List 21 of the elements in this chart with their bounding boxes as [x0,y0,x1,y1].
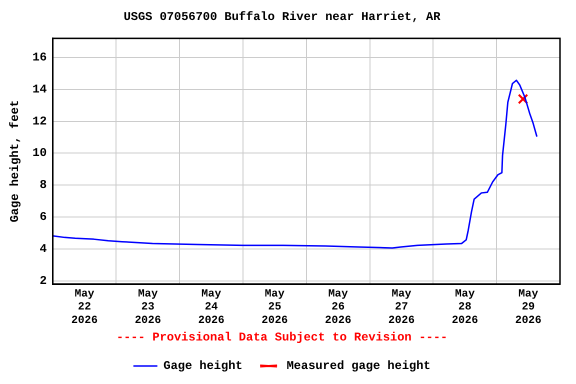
y-tick-label: 12 [32,114,47,128]
y-tick-label: 14 [32,82,47,96]
text: ---- Provisional Data Subject to Revision ---- [116,330,448,345]
y-axis-title: Gage height, feet [8,100,22,222]
x-tick-label: May 24 2026 [198,288,225,327]
y-tick-label: 6 [40,210,47,224]
x-tick-label: May 28 2026 [452,288,478,327]
x-tick-label: May 26 2026 [324,288,352,327]
legend-label: Measured gage height [286,359,431,374]
x-tick-label: May 23 2026 [134,288,162,327]
x-tick-label: May 27 2026 [388,288,415,327]
y-tick-label: 4 [40,242,47,256]
x-tick-label: May 25 2026 [262,288,288,327]
x-tick-label: May 22 2026 [71,288,98,327]
legend-label: Gage height [163,359,243,374]
y-tick-label: 8 [40,178,47,192]
y-tick-label: 2 [40,274,47,288]
chart-title: USGS 07056700 Buffalo River near Harriet, AR [124,10,442,24]
x-tick-label: May 29 2026 [515,288,542,327]
y-tick-label: 10 [32,146,47,160]
y-tick-label: 16 [32,50,47,65]
